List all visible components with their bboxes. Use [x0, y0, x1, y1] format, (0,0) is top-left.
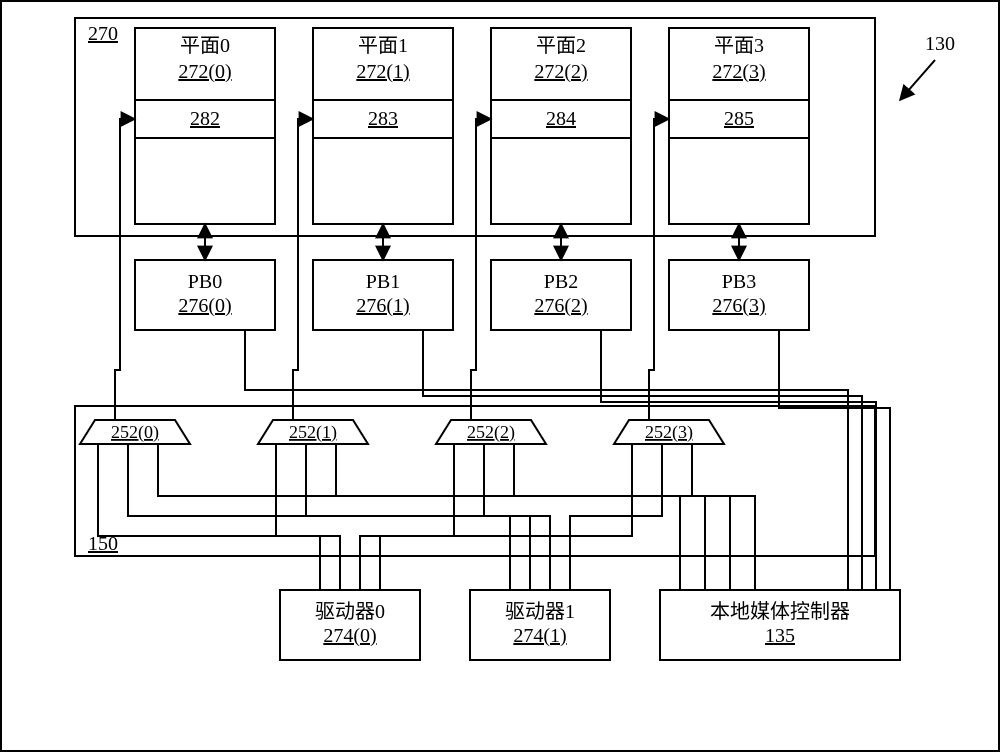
plane-midref-2: 284 [546, 108, 576, 130]
region-270-label: 270 [88, 23, 118, 45]
driver0-title: 驱动器0 [315, 600, 385, 623]
mux-ref-0: 252(0) [111, 422, 159, 443]
pb-title-3: PB3 [722, 271, 756, 293]
plane-title-3: 平面3 [714, 35, 764, 57]
pb-ref-1: 276(1) [356, 295, 409, 317]
mux-ref-2: 252(2) [467, 422, 515, 443]
plane-ref-2: 272(2) [534, 61, 587, 83]
lmc-ref: 135 [765, 625, 795, 647]
plane-midref-0: 282 [190, 108, 220, 130]
mux-ref-3: 252(3) [645, 422, 693, 443]
pb-ref-0: 276(0) [178, 295, 231, 317]
plane-title-0: 平面0 [180, 35, 230, 57]
driver1-ref: 274(1) [513, 625, 566, 647]
driver1-title: 驱动器1 [505, 600, 575, 623]
plane-ref-3: 272(3) [712, 61, 765, 83]
plane-midref-1: 283 [368, 108, 398, 130]
plane-midref-3: 285 [724, 108, 754, 130]
lmc-title: 本地媒体控制器 [710, 600, 850, 623]
mux-ref-1: 252(1) [289, 422, 337, 443]
figure-ref-label: 130 [925, 33, 955, 55]
pb-title-2: PB2 [544, 271, 578, 293]
driver0-ref: 274(0) [323, 625, 376, 647]
plane-title-2: 平面2 [536, 35, 586, 57]
pb-title-0: PB0 [188, 271, 222, 293]
pb-ref-3: 276(3) [712, 295, 765, 317]
plane-ref-0: 272(0) [178, 61, 231, 83]
pb-title-1: PB1 [366, 271, 400, 293]
plane-ref-1: 272(1) [356, 61, 409, 83]
pb-ref-2: 276(2) [534, 295, 587, 317]
diagram-svg: 130 270 150 平面0272(0)282平面1272(1)283平面22… [0, 0, 1000, 752]
plane-title-1: 平面1 [358, 35, 408, 57]
